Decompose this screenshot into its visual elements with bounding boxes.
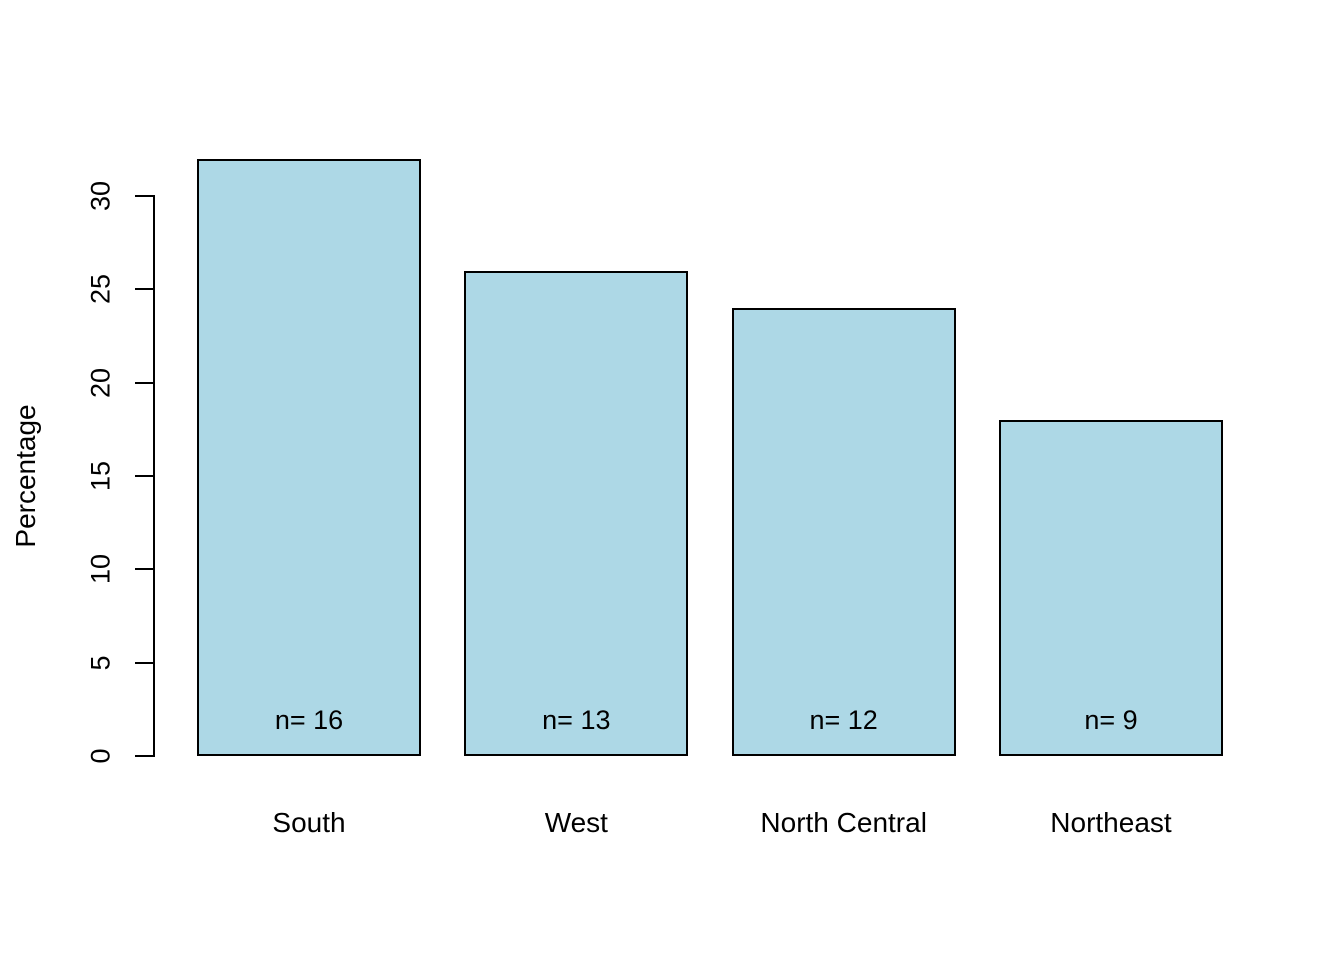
y-axis-tick-label: 20 [85, 367, 116, 398]
bar-north-central: n= 12 [731, 308, 956, 756]
x-axis-category-label: Northeast [1050, 807, 1172, 838]
y-axis-line [153, 195, 155, 757]
y-axis-title: Percentage [10, 404, 41, 548]
y-axis-tick-label: 0 [85, 748, 116, 764]
x-axis-category-label: North Central [760, 807, 927, 838]
y-axis-tick [135, 475, 153, 477]
bar-count-label: n= 13 [542, 704, 611, 735]
y-axis-tick-label: 10 [85, 554, 116, 585]
bar-south: n= 16 [197, 158, 421, 756]
y-axis-tick-label: 30 [85, 180, 116, 212]
x-axis-category-label: West [544, 807, 608, 838]
y-axis-tick [135, 755, 153, 757]
y-axis-tick-label: 25 [85, 274, 116, 305]
y-axis-tick [135, 568, 153, 571]
y-axis-tick [135, 661, 153, 664]
x-axis-category-label: South [272, 807, 346, 838]
bar-count-label: n= 16 [274, 704, 344, 735]
bar-count-label: n= 12 [809, 705, 878, 735]
y-axis-tick [135, 195, 153, 197]
y-axis-tick [135, 381, 153, 384]
y-axis-tick-label: 5 [85, 655, 116, 671]
bar-count-label: n= 9 [1084, 705, 1138, 735]
bar-northeast: n= 9 [998, 420, 1223, 756]
y-axis-tick [135, 288, 153, 291]
y-axis-tick-label: 15 [85, 460, 116, 492]
bar-west: n= 13 [464, 270, 689, 756]
